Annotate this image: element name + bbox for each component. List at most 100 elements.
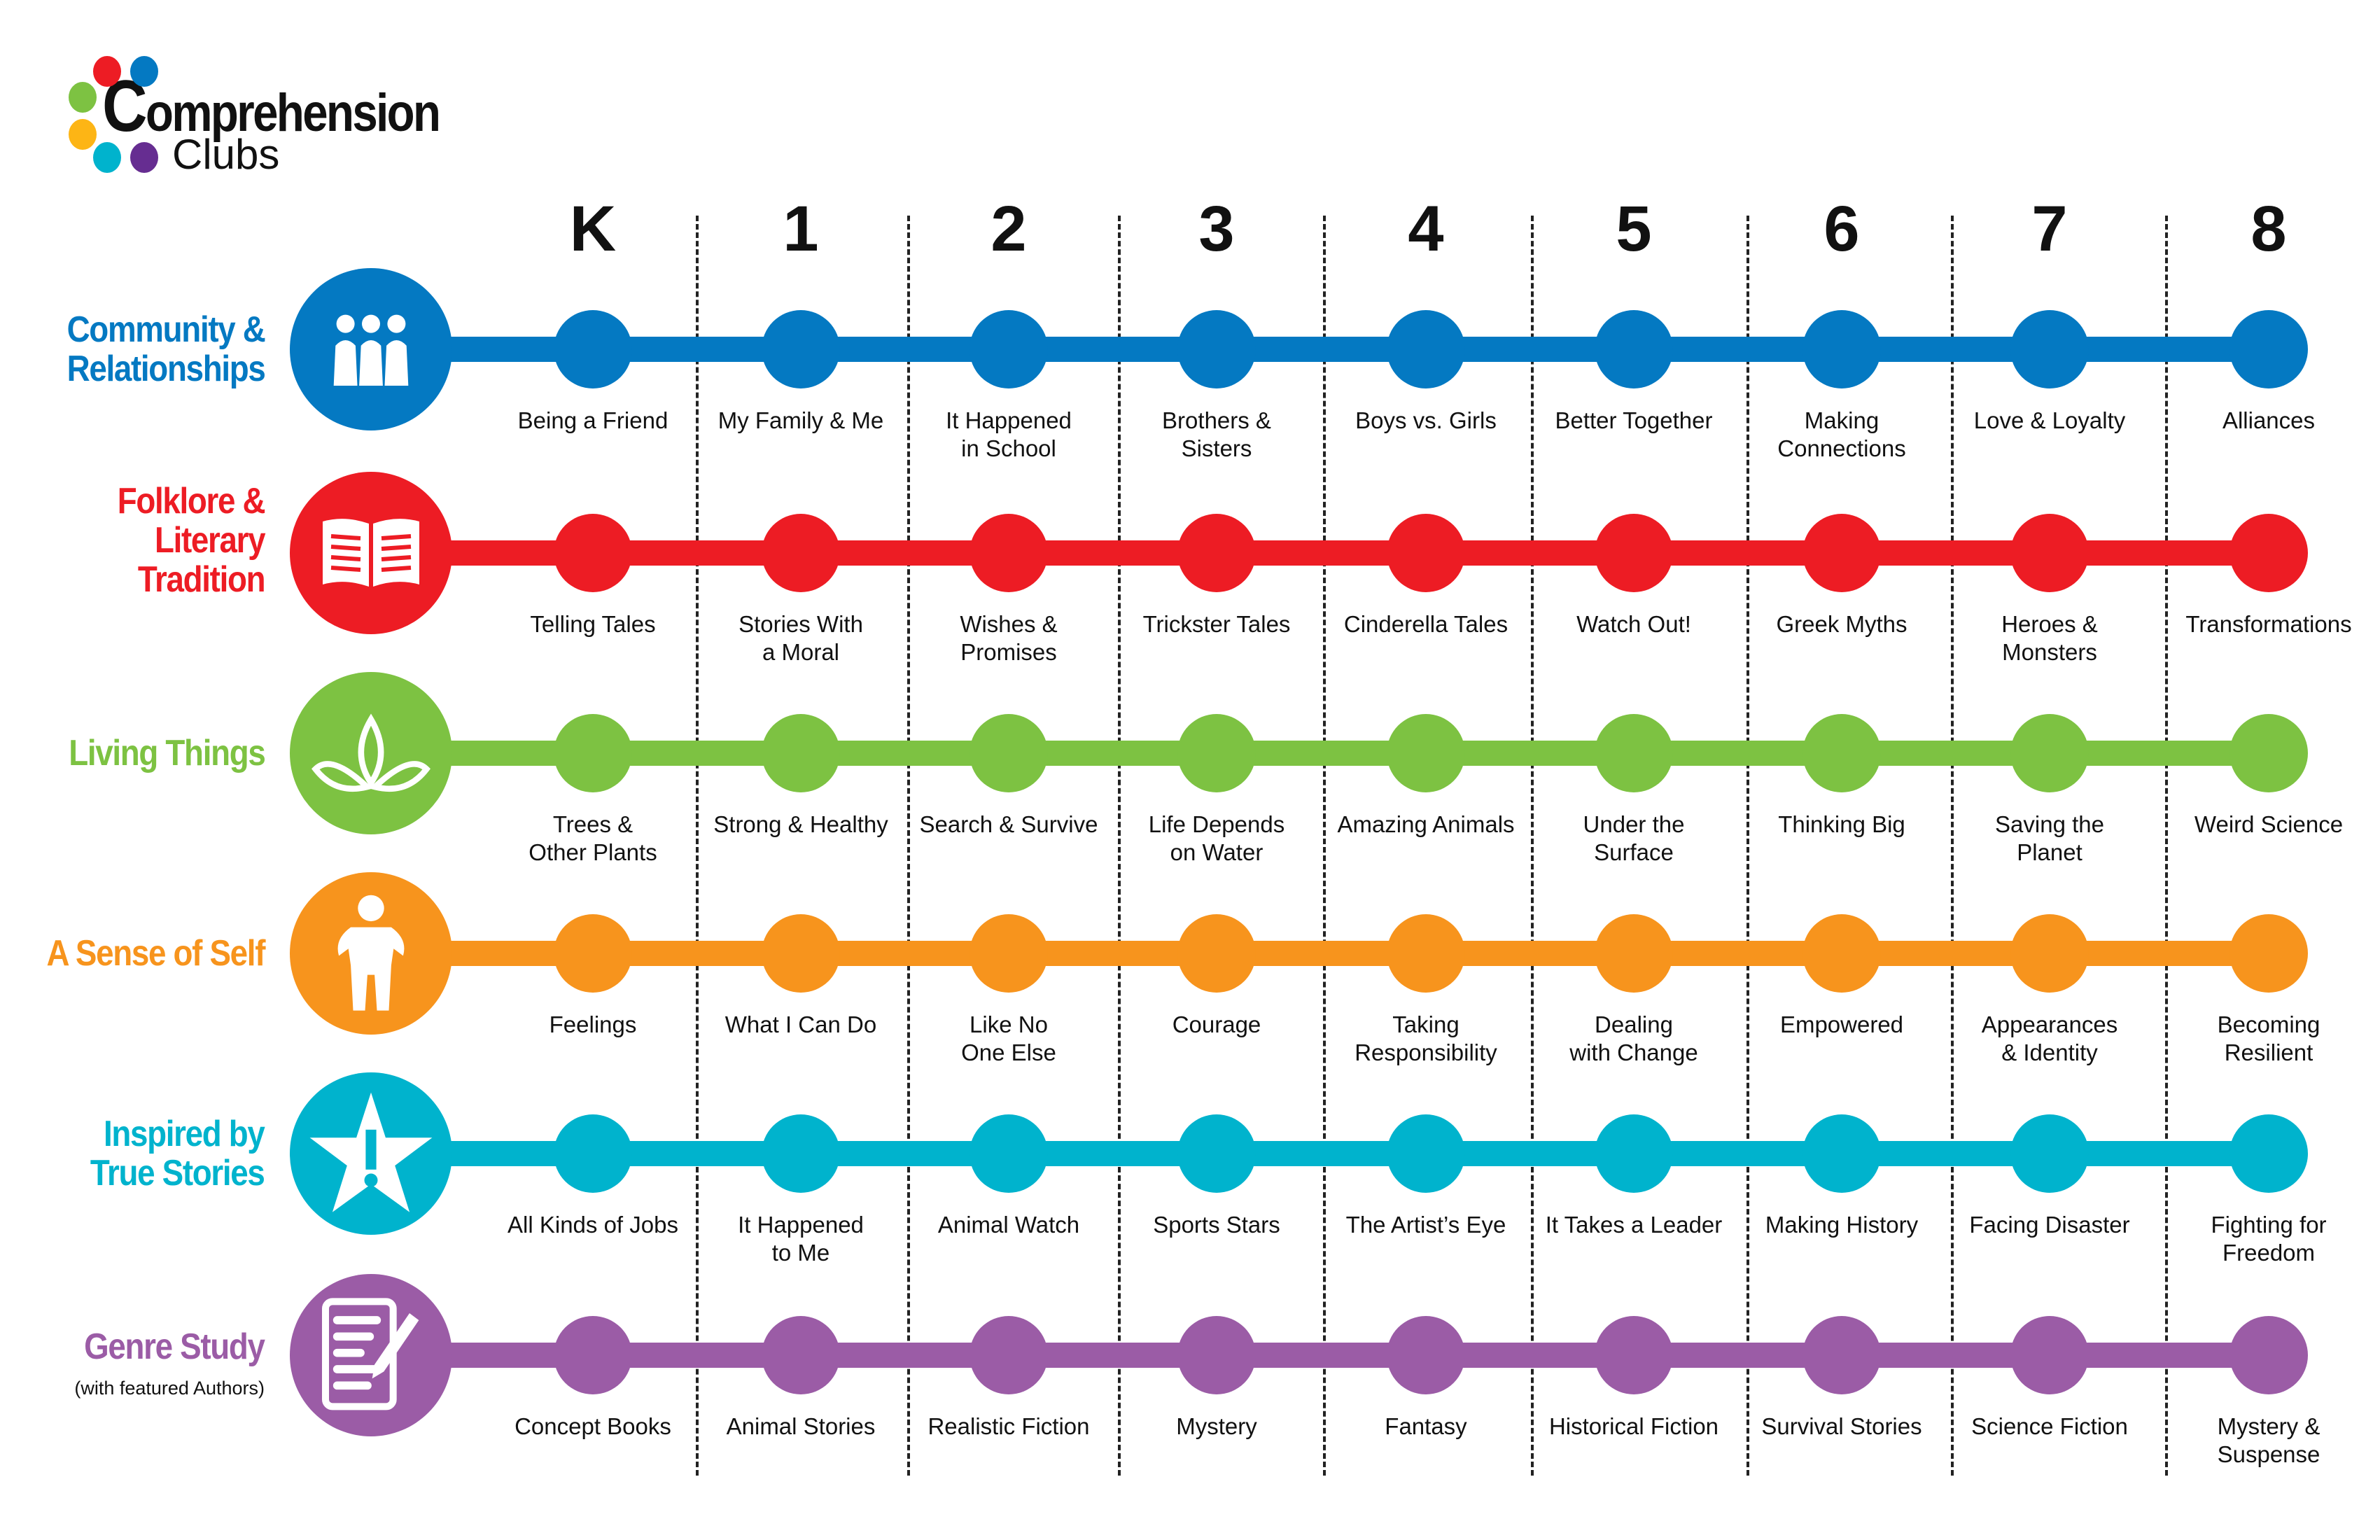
topic-label[interactable]: Under the Surface xyxy=(1583,811,1685,865)
topic-node[interactable] xyxy=(1802,1114,1881,1193)
topic-node[interactable] xyxy=(2010,914,2089,993)
topic-label[interactable]: Being a Friend xyxy=(517,407,668,433)
topic-node[interactable] xyxy=(554,1114,632,1193)
topic-node[interactable] xyxy=(2230,1114,2308,1193)
topic-node[interactable] xyxy=(2010,714,2089,792)
topic-label[interactable]: The Artist’s Eye xyxy=(1345,1212,1506,1238)
topic-node[interactable] xyxy=(1177,310,1256,388)
topic-label[interactable]: Amazing Animals xyxy=(1337,811,1515,837)
topic-label[interactable]: Cinderella Tales xyxy=(1343,611,1508,637)
topic-label[interactable]: Dealing with Change xyxy=(1569,1011,1698,1065)
topic-label[interactable]: Animal Stories xyxy=(726,1413,876,1439)
topic-node[interactable] xyxy=(1387,514,1465,592)
topic-node[interactable] xyxy=(2010,310,2089,388)
topic-label[interactable]: Fighting for Freedom xyxy=(2211,1212,2327,1266)
topic-node[interactable] xyxy=(1177,1114,1256,1193)
topic-node[interactable] xyxy=(554,1316,632,1394)
topic-label[interactable]: Weird Science xyxy=(2194,811,2344,837)
topic-node[interactable] xyxy=(1387,714,1465,792)
topic-node[interactable] xyxy=(554,514,632,592)
topic-label[interactable]: My Family & Me xyxy=(718,407,884,433)
topic-label[interactable]: Making Connections xyxy=(1777,407,1906,461)
topic-node[interactable] xyxy=(1595,310,1673,388)
topic-node[interactable] xyxy=(1802,1316,1881,1394)
topic-label[interactable]: Stories With a Moral xyxy=(738,611,863,665)
topic-label[interactable]: Empowered xyxy=(1779,1011,1904,1037)
topic-label[interactable]: Trickster Tales xyxy=(1142,611,1291,637)
topic-label[interactable]: Historical Fiction xyxy=(1548,1413,1719,1439)
topic-node[interactable] xyxy=(2230,914,2308,993)
topic-node[interactable] xyxy=(2010,514,2089,592)
topic-label[interactable]: Trees & Other Plants xyxy=(528,811,657,865)
topic-node[interactable] xyxy=(762,914,840,993)
topic-label[interactable]: Sports Stars xyxy=(1153,1212,1280,1238)
topic-label[interactable]: Search & Survive xyxy=(919,811,1098,837)
topic-node[interactable] xyxy=(1177,914,1256,993)
topic-node[interactable] xyxy=(2230,1316,2308,1394)
topic-node[interactable] xyxy=(1387,310,1465,388)
topic-label[interactable]: Becoming Resilient xyxy=(2217,1011,2320,1065)
topic-node[interactable] xyxy=(1177,1316,1256,1394)
topic-label[interactable]: Watch Out! xyxy=(1576,611,1691,637)
topic-node[interactable] xyxy=(762,714,840,792)
topic-node[interactable] xyxy=(969,914,1048,993)
topic-node[interactable] xyxy=(762,514,840,592)
topic-node[interactable] xyxy=(1177,514,1256,592)
topic-node[interactable] xyxy=(1595,914,1673,993)
topic-node[interactable] xyxy=(554,914,632,993)
topic-node[interactable] xyxy=(1387,1316,1465,1394)
topic-node[interactable] xyxy=(2230,310,2308,388)
topic-label[interactable]: Thinking Big xyxy=(1778,811,1905,837)
topic-node[interactable] xyxy=(2010,1316,2089,1394)
topic-label[interactable]: Love & Loyalty xyxy=(1973,407,2126,433)
topic-label[interactable]: Realistic Fiction xyxy=(927,1413,1090,1439)
topic-label[interactable]: Saving the Planet xyxy=(1995,811,2104,865)
topic-node[interactable] xyxy=(969,310,1048,388)
topic-label[interactable]: Animal Watch xyxy=(937,1212,1080,1238)
topic-node[interactable] xyxy=(969,714,1048,792)
topic-node[interactable] xyxy=(969,1114,1048,1193)
topic-node[interactable] xyxy=(1595,714,1673,792)
topic-label[interactable]: Greek Myths xyxy=(1776,611,1907,637)
topic-label[interactable]: What I Can Do xyxy=(724,1011,877,1037)
topic-node[interactable] xyxy=(2230,514,2308,592)
topic-label[interactable]: Fantasy xyxy=(1385,1413,1467,1439)
topic-label[interactable]: Wishes & Promises xyxy=(960,611,1058,665)
topic-node[interactable] xyxy=(2230,714,2308,792)
topic-label[interactable]: It Happened in School xyxy=(946,407,1072,461)
topic-label[interactable]: Appearances & Identity xyxy=(1981,1011,2118,1065)
topic-node[interactable] xyxy=(762,310,840,388)
topic-node[interactable] xyxy=(1387,1114,1465,1193)
topic-label[interactable]: Better Together xyxy=(1555,407,1713,433)
topic-label[interactable]: Concept Books xyxy=(514,1413,671,1439)
topic-label[interactable]: Survival Stories xyxy=(1761,1413,1922,1439)
topic-node[interactable] xyxy=(1387,914,1465,993)
topic-node[interactable] xyxy=(554,310,632,388)
topic-label[interactable]: Courage xyxy=(1172,1011,1261,1037)
topic-node[interactable] xyxy=(969,514,1048,592)
topic-label[interactable]: Like No One Else xyxy=(961,1011,1056,1065)
topic-label[interactable]: It Takes a Leader xyxy=(1545,1212,1723,1238)
topic-label[interactable]: Transformations xyxy=(2185,611,2352,637)
topic-node[interactable] xyxy=(1595,1316,1673,1394)
topic-label[interactable]: Mystery xyxy=(1176,1413,1257,1439)
topic-label[interactable]: Life Depends on Water xyxy=(1148,811,1285,865)
topic-label[interactable]: Boys vs. Girls xyxy=(1355,407,1497,433)
topic-label[interactable]: Feelings xyxy=(549,1011,637,1037)
topic-node[interactable] xyxy=(1595,514,1673,592)
topic-label[interactable]: Making History xyxy=(1765,1212,1919,1238)
topic-node[interactable] xyxy=(1595,1114,1673,1193)
topic-label[interactable]: All Kinds of Jobs xyxy=(507,1212,678,1238)
topic-label[interactable]: Taking Responsibility xyxy=(1354,1011,1497,1065)
topic-node[interactable] xyxy=(762,1114,840,1193)
topic-label[interactable]: Strong & Healthy xyxy=(713,811,888,837)
topic-label[interactable]: Heroes & Monsters xyxy=(2001,611,2098,665)
topic-node[interactable] xyxy=(1802,914,1881,993)
topic-node[interactable] xyxy=(554,714,632,792)
topic-node[interactable] xyxy=(1177,714,1256,792)
topic-node[interactable] xyxy=(1802,714,1881,792)
topic-node[interactable] xyxy=(969,1316,1048,1394)
topic-node[interactable] xyxy=(2010,1114,2089,1193)
topic-label[interactable]: Facing Disaster xyxy=(1969,1212,2130,1238)
topic-label[interactable]: Alliances xyxy=(2222,407,2316,433)
